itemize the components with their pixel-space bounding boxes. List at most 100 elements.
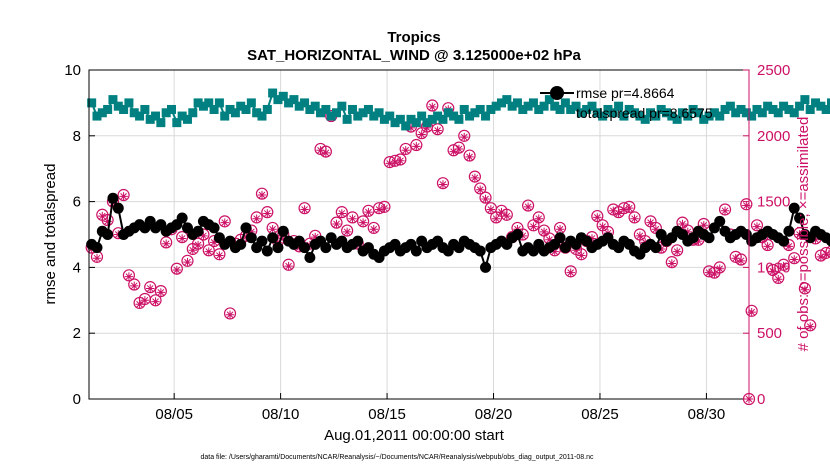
obs assimilated-point	[699, 221, 708, 230]
obs assimilated-point	[183, 257, 192, 267]
obs assimilated-point	[321, 148, 331, 158]
y-right-tick-label: 500	[757, 325, 782, 342]
obs assimilated-point	[220, 218, 229, 227]
totalspread-point	[683, 111, 693, 121]
totalspread-point	[827, 98, 830, 108]
totalspread-point	[709, 108, 719, 118]
obs assimilated-point	[263, 209, 272, 218]
rmse-point	[480, 261, 492, 273]
obs assimilated-point	[736, 256, 746, 266]
totalspread-point	[363, 104, 373, 114]
obs assimilated-point	[502, 211, 512, 221]
totalspread-point	[512, 98, 522, 108]
obs assimilated-point	[130, 281, 139, 291]
totalspread-point	[385, 111, 395, 121]
totalspread-point	[550, 101, 560, 111]
obs assimilated-point	[683, 227, 692, 237]
rmse-point	[299, 242, 311, 254]
totalspread-point	[752, 104, 762, 114]
obs assimilated-point	[704, 268, 714, 277]
totalspread-point	[326, 111, 336, 121]
x-axis-label: Aug.01,2011 00:00:00 start	[324, 427, 505, 444]
obs assimilated-point	[98, 211, 107, 221]
totalspread-point	[523, 101, 533, 111]
obs assimilated-point	[523, 202, 533, 212]
obs assimilated-point	[747, 307, 756, 317]
totalspread-point	[465, 111, 475, 121]
totalspread-point	[800, 95, 810, 105]
obs assimilated-point	[609, 206, 618, 216]
totalspread-point	[693, 108, 703, 118]
totalspread-point	[135, 111, 145, 121]
totalspread-point	[406, 114, 416, 124]
totalspread-point	[316, 108, 326, 118]
chart-subtitle: SAT_HORIZONTAL_WIND @ 3.125000e+02 hPa	[247, 47, 581, 64]
totalspread-point	[97, 108, 107, 118]
totalspread-point	[347, 104, 357, 114]
series-layer	[85, 88, 830, 406]
obs assimilated-point	[188, 246, 197, 255]
rmse-point	[778, 235, 790, 247]
obs assimilated-point	[614, 209, 623, 218]
obs assimilated-point	[428, 102, 437, 112]
obs assimilated-point	[465, 152, 474, 162]
obs assimilated-point	[667, 259, 677, 268]
totalspread-point	[789, 108, 799, 118]
totalspread-point	[672, 114, 682, 124]
obs assimilated-point	[651, 225, 661, 234]
obs assimilated-point	[539, 227, 549, 237]
totalspread-point	[656, 104, 666, 114]
totalspread-point	[411, 118, 421, 128]
rmse-point	[256, 235, 268, 247]
totalspread-point	[433, 111, 443, 121]
obs assimilated-point	[593, 213, 602, 222]
totalspread-point	[449, 111, 459, 121]
obs assimilated-point	[156, 288, 166, 297]
obs assimilated-point	[646, 218, 655, 227]
totalspread-point	[481, 111, 491, 121]
totalspread-point	[528, 98, 538, 108]
totalspread-point	[518, 104, 528, 114]
obs assimilated-point	[119, 192, 128, 201]
legend-rmse-label: rmse pr=4.8664	[576, 85, 675, 101]
totalspread-point	[475, 104, 485, 114]
totalspread-point	[193, 98, 203, 108]
totalspread-point	[220, 111, 230, 121]
totalspread-point	[241, 104, 251, 114]
totalspread-point	[608, 108, 618, 118]
obs assimilated-point	[161, 239, 171, 248]
totalspread-point	[603, 104, 613, 114]
rmse-point	[783, 225, 795, 237]
totalspread-point	[502, 95, 512, 105]
obs assimilated-point	[92, 253, 102, 263]
x-tick-label: 08/25	[581, 406, 619, 423]
totalspread-point	[294, 101, 304, 111]
totalspread-point	[491, 101, 501, 111]
totalspread-point	[539, 101, 549, 111]
rmse-point	[91, 242, 103, 254]
totalspread-point	[747, 111, 757, 121]
totalspread-point	[108, 95, 118, 105]
totalspread-point	[507, 101, 517, 111]
totalspread-point	[779, 101, 789, 111]
obs assimilated-point	[587, 234, 597, 243]
rmse-point	[788, 202, 800, 214]
obs assimilated-point	[268, 225, 277, 234]
rmse-point	[826, 235, 830, 247]
totalspread-point	[145, 114, 155, 124]
rmse-point	[794, 212, 806, 224]
totalspread-point	[582, 104, 592, 114]
obs assimilated-point	[470, 173, 480, 183]
totalspread-point	[667, 111, 677, 121]
totalspread-point	[113, 101, 123, 111]
totalspread-point	[92, 111, 102, 121]
rmse-point	[176, 212, 188, 224]
legend: rmse pr=4.8664 totalspread pr=8.6575	[540, 85, 713, 121]
obs assimilated-point	[529, 222, 538, 231]
obs assimilated-point	[715, 264, 724, 273]
totalspread-point	[103, 104, 113, 114]
rmse-point	[267, 232, 279, 244]
rmse-point	[235, 238, 247, 250]
obs assimilated-point	[199, 231, 208, 241]
